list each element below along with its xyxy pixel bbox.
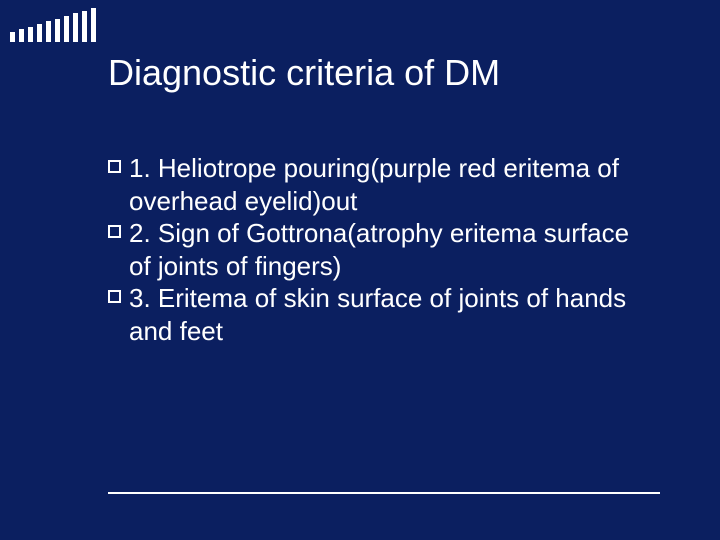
- bullet-list: 1. Heliotrope pouring(purple red eritema…: [108, 152, 648, 347]
- comb-tooth: [73, 13, 78, 42]
- slide: Diagnostic criteria of DM 1. Heliotrope …: [0, 0, 720, 540]
- bullet-text: 3. Eritema of skin surface of joints of …: [129, 282, 648, 347]
- slide-title: Diagnostic criteria of DM: [108, 52, 668, 93]
- corner-comb-decoration: [10, 8, 96, 42]
- bullet-marker-square-icon: [108, 160, 121, 173]
- comb-tooth: [55, 19, 60, 42]
- comb-tooth: [19, 29, 24, 42]
- comb-tooth: [46, 21, 51, 42]
- comb-tooth: [10, 32, 15, 42]
- comb-tooth: [91, 8, 96, 42]
- bullets-box: 1. Heliotrope pouring(purple red eritema…: [108, 152, 648, 347]
- footer-divider: [108, 492, 660, 494]
- comb-tooth: [82, 11, 87, 42]
- bullet-item: 1. Heliotrope pouring(purple red eritema…: [108, 152, 648, 217]
- bullet-marker-square-icon: [108, 225, 121, 238]
- title-box: Diagnostic criteria of DM: [108, 52, 668, 93]
- bullet-text: 2. Sign of Gottrona(atrophy eritema surf…: [129, 217, 648, 282]
- comb-tooth: [28, 27, 33, 42]
- bullet-item: 3. Eritema of skin surface of joints of …: [108, 282, 648, 347]
- bullet-marker-square-icon: [108, 290, 121, 303]
- comb-tooth: [37, 24, 42, 42]
- comb-tooth: [64, 16, 69, 42]
- bullet-text: 1. Heliotrope pouring(purple red eritema…: [129, 152, 648, 217]
- bullet-item: 2. Sign of Gottrona(atrophy eritema surf…: [108, 217, 648, 282]
